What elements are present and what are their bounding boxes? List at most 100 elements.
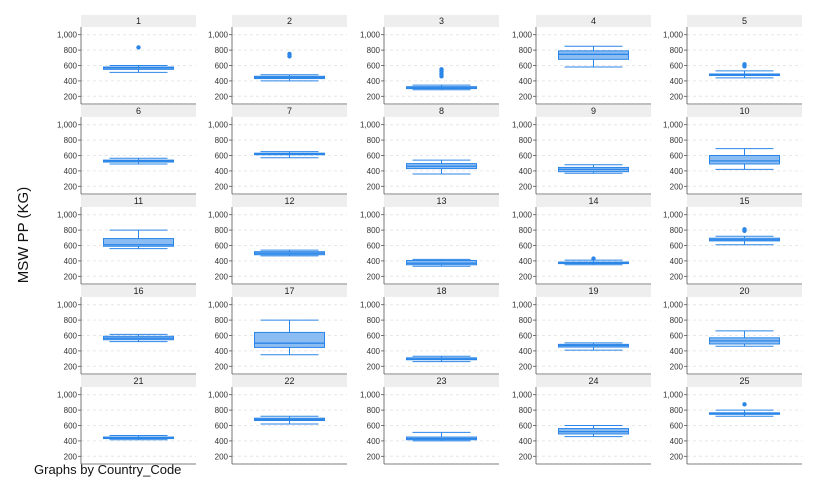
- y-tick-label: 800: [367, 316, 381, 325]
- panel-9: 9 200 400 600 800 1,000: [512, 105, 651, 195]
- panel-strip-label: 20: [739, 286, 749, 296]
- panel-13: 13 200 400 600 800 1,000: [360, 195, 499, 285]
- y-tick-label: 1,000: [208, 211, 229, 220]
- panel-strip-label: 23: [436, 376, 446, 386]
- y-tick-label: 800: [670, 46, 684, 55]
- y-tick-label: 600: [519, 332, 533, 341]
- panels-layer: 1 200 400 600 800 1,000 2 200 400 600 800 1,000 3 200…: [57, 15, 802, 465]
- y-tick-label: 600: [670, 152, 684, 161]
- panel-18: 18 200 400 600 800 1,000: [360, 285, 499, 375]
- panel-25: 25 200 400 600 800 1,000: [663, 375, 802, 465]
- y-tick-label: 800: [367, 226, 381, 235]
- box: [254, 331, 325, 348]
- panel-10: 10 200 400 600 800 1,000: [663, 105, 802, 195]
- panel-14: 14 200 400 600 800 1,000: [512, 195, 651, 285]
- y-tick-label: 1,000: [57, 301, 78, 310]
- y-tick-label: 200: [519, 362, 533, 371]
- panel-strip-label: 9: [591, 106, 596, 116]
- y-tick-label: 400: [519, 437, 533, 446]
- outlier-point: [591, 256, 596, 261]
- panel-strip: [232, 285, 347, 297]
- y-tick-label: 800: [670, 406, 684, 415]
- panel-strip: [232, 195, 347, 207]
- y-tick-label: 400: [64, 437, 78, 446]
- y-tick-label: 800: [670, 316, 684, 325]
- panel-11: 11 200 400 600 800 1,000: [57, 195, 196, 285]
- y-tick-label: 200: [367, 362, 381, 371]
- panel-strip: [384, 375, 499, 387]
- y-tick-label: 400: [215, 347, 229, 356]
- y-tick-label: 600: [670, 242, 684, 251]
- y-tick-label: 400: [64, 77, 78, 86]
- panel-strip: [232, 375, 347, 387]
- y-tick-label: 200: [367, 272, 381, 281]
- panel-2: 2 200 400 600 800 1,000: [208, 15, 347, 105]
- y-tick-label: 1,000: [512, 301, 533, 310]
- y-tick-label: 200: [519, 182, 533, 191]
- y-tick-label: 200: [215, 182, 229, 191]
- y-tick-label: 200: [670, 182, 684, 191]
- y-tick-label: 1,000: [663, 121, 684, 130]
- y-tick-label: 400: [215, 437, 229, 446]
- panel-strip: [384, 195, 499, 207]
- panel-strip: [232, 105, 347, 117]
- y-tick-label: 1,000: [512, 31, 533, 40]
- panel-4: 4 200 400 600 800 1,000: [512, 15, 651, 105]
- y-tick-label: 800: [64, 406, 78, 415]
- outlier-point: [742, 402, 747, 407]
- panel-strip: [536, 375, 651, 387]
- y-tick-label: 600: [670, 332, 684, 341]
- y-tick-label: 600: [64, 62, 78, 71]
- y-tick-label: 400: [215, 77, 229, 86]
- y-tick-label: 400: [519, 77, 533, 86]
- panel-strip: [384, 15, 499, 27]
- panel-strip-label: 24: [588, 376, 598, 386]
- graphs-by-note: Graphs by Country_Code: [34, 462, 181, 477]
- box: [709, 155, 780, 165]
- panel-strip: [81, 375, 196, 387]
- y-tick-label: 1,000: [360, 391, 381, 400]
- panel-strip-label: 18: [436, 286, 446, 296]
- y-tick-label: 200: [64, 272, 78, 281]
- outlier-point: [742, 62, 747, 67]
- y-tick-label: 600: [64, 422, 78, 431]
- y-tick-label: 1,000: [57, 31, 78, 40]
- y-tick-label: 1,000: [512, 391, 533, 400]
- y-tick-label: 400: [670, 437, 684, 446]
- panel-strip-label: 7: [287, 106, 292, 116]
- panel-strip-label: 16: [133, 286, 143, 296]
- panel-23: 23 200 400 600 800 1,000: [360, 375, 499, 465]
- panel-strip: [81, 15, 196, 27]
- y-tick-label: 1,000: [208, 301, 229, 310]
- y-tick-label: 400: [64, 167, 78, 176]
- y-tick-label: 200: [215, 452, 229, 461]
- y-tick-label: 1,000: [360, 301, 381, 310]
- y-tick-label: 600: [64, 242, 78, 251]
- y-tick-label: 400: [367, 347, 381, 356]
- y-tick-label: 400: [367, 167, 381, 176]
- y-tick-label: 1,000: [663, 391, 684, 400]
- y-tick-label: 600: [215, 422, 229, 431]
- y-tick-label: 1,000: [57, 391, 78, 400]
- box: [558, 50, 629, 60]
- panel-strip: [536, 105, 651, 117]
- y-tick-label: 200: [670, 452, 684, 461]
- y-tick-label: 200: [519, 92, 533, 101]
- panel-strip: [687, 375, 802, 387]
- y-tick-label: 600: [519, 62, 533, 71]
- y-tick-label: 200: [215, 92, 229, 101]
- y-tick-label: 600: [519, 422, 533, 431]
- panel-strip: [687, 15, 802, 27]
- panel-17: 17 200 400 600 800 1,000: [208, 285, 347, 375]
- panel-strip-label: 15: [739, 196, 749, 206]
- y-tick-label: 800: [670, 136, 684, 145]
- y-tick-label: 800: [64, 226, 78, 235]
- y-tick-label: 600: [519, 152, 533, 161]
- y-tick-label: 800: [215, 316, 229, 325]
- y-tick-label: 400: [64, 347, 78, 356]
- box: [103, 238, 174, 247]
- y-tick-label: 600: [367, 422, 381, 431]
- y-axis-title: MSW PP (KG): [15, 187, 32, 283]
- y-tick-label: 200: [64, 362, 78, 371]
- y-tick-label: 200: [670, 92, 684, 101]
